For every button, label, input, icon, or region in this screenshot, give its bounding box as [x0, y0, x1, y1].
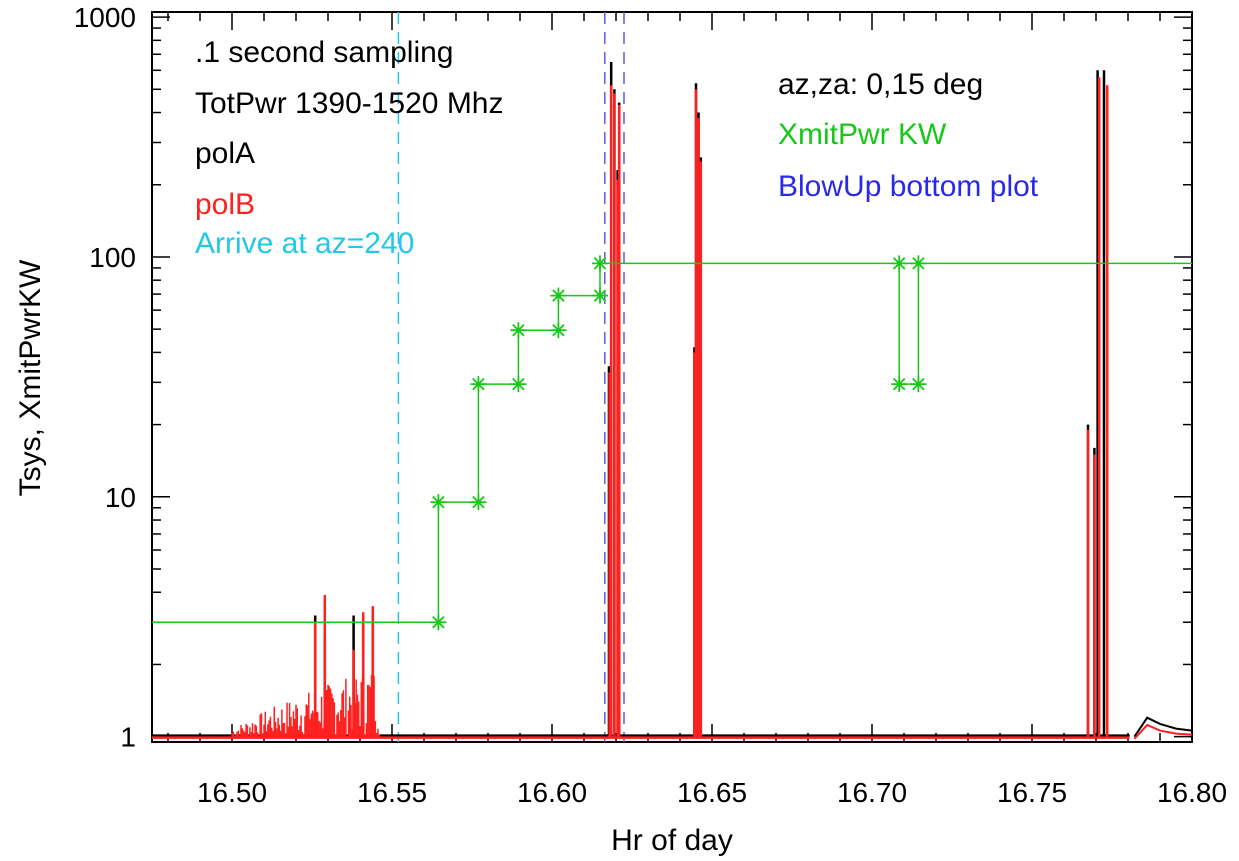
y-axis-label: Tsys, XmitPwrKW: [14, 259, 47, 496]
axis-ticks: [152, 12, 1193, 742]
y-tick-labels: 1 10 100 1000: [74, 2, 136, 753]
x-tick-label: 16.75: [997, 777, 1067, 808]
annotation-totpwr: TotPwr 1390-1520 Mhz: [195, 87, 504, 120]
xmitpwr-marker: [470, 376, 487, 393]
xmitpwr-marker: [550, 287, 567, 304]
x-tick-labels: 16.50 16.55 16.60 16.65 16.70 16.75 16.80: [197, 777, 1227, 808]
marker-stroke: [892, 377, 906, 391]
marker-stroke: [912, 257, 925, 270]
marker-stroke: [432, 615, 445, 629]
y-tick-label: 1: [120, 722, 136, 753]
x-tick-label: 16.80: [1157, 777, 1227, 808]
annotation-pola: polA: [195, 137, 255, 170]
plot-frame: [151, 11, 1193, 743]
marker-stroke: [912, 377, 925, 391]
series-xmitpwr: [152, 255, 1192, 631]
xmitpwr-marker: [891, 255, 908, 272]
annotation-xmitpwr: XmitPwr KW: [778, 118, 947, 151]
xmitpwr-marker: [891, 376, 908, 393]
marker-stroke: [552, 289, 565, 302]
xmitpwr-marker: [910, 255, 927, 272]
x-tick-label: 16.55: [357, 777, 427, 808]
annotation-polb: polB: [195, 188, 255, 221]
vertical-marker-lines: [397, 12, 625, 742]
xmitpwr-marker: [510, 376, 527, 393]
xmitpwr-marker: [592, 287, 608, 304]
x-axis-label: Hr of day: [611, 824, 733, 857]
series-polb: [152, 77, 1193, 740]
y-tick-label: 10: [105, 482, 136, 513]
marker-stroke: [552, 323, 565, 337]
xmitpwr-marker: [430, 614, 447, 631]
xmitpwr-marker: [550, 322, 567, 339]
x-tick-label: 16.50: [197, 777, 267, 808]
xmitpwr-marker: [592, 255, 608, 272]
trace-tail: [1133, 723, 1193, 740]
series-pola: [152, 61, 1193, 738]
trace-tail: [1133, 716, 1193, 738]
xmitpwr-line: [152, 262, 1192, 623]
marker-stroke: [593, 289, 607, 302]
xmitpwr-marker: [910, 376, 927, 393]
y-tick-label: 1000: [74, 2, 136, 33]
xmitpwr-marker: [470, 494, 487, 511]
annotations: .1 second sampling TotPwr 1390-1520 Mhz …: [195, 36, 1039, 260]
x-tick-label: 16.65: [677, 777, 747, 808]
annotation-arrive: Arrive at az=240: [195, 227, 414, 260]
annotation-azza: az,za: 0,15 deg: [778, 68, 983, 101]
marker-stroke: [512, 377, 525, 391]
y-tick-label: 100: [89, 242, 136, 273]
xmitpwr-marker: [510, 322, 527, 339]
marker-stroke: [593, 257, 607, 270]
annotation-blowup: BlowUp bottom plot: [778, 170, 1039, 203]
annotation-sampling: .1 second sampling: [195, 36, 454, 69]
marker-stroke: [472, 377, 485, 391]
marker-stroke: [432, 495, 445, 509]
x-tick-label: 16.60: [517, 777, 587, 808]
marker-stroke: [472, 495, 485, 509]
x-tick-label: 16.70: [837, 777, 907, 808]
marker-stroke: [512, 323, 525, 337]
marker-stroke: [892, 257, 906, 270]
xmitpwr-marker: [430, 494, 447, 511]
series-layer: [152, 61, 1193, 740]
